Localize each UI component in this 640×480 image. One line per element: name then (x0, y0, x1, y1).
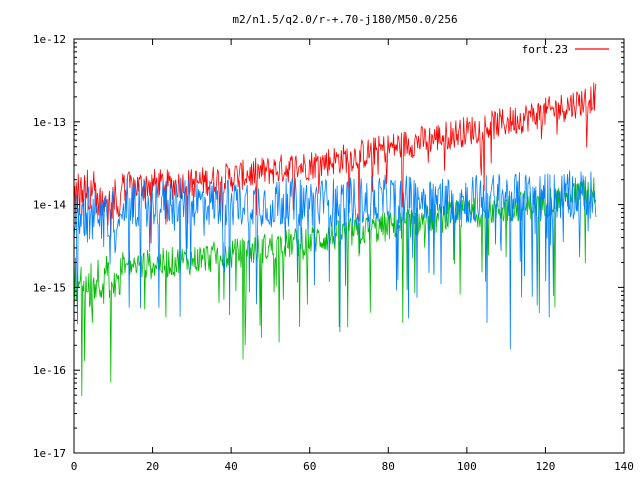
legend-label-fort23: fort.23 (522, 43, 568, 56)
y-tick-label: 1e-16 (33, 364, 66, 377)
series-line-series2 (73, 170, 597, 350)
x-tick-label: 40 (225, 460, 238, 473)
x-tick-label: 120 (535, 460, 555, 473)
y-tick-label: 1e-15 (33, 281, 66, 294)
x-tick-label: 0 (71, 460, 78, 473)
y-tick-label: 1e-17 (33, 447, 66, 460)
chart-title: m2/n1.5/q2.0/r-+.70-j180/M50.0/256 (232, 13, 457, 26)
x-tick-label: 140 (614, 460, 634, 473)
plot-frame (73, 38, 625, 454)
y-tick-label: 1e-14 (33, 199, 66, 212)
y-tick-label: 1e-12 (33, 33, 66, 46)
x-tick-label: 60 (303, 460, 316, 473)
series-line-fort23 (73, 82, 597, 249)
series-layer (73, 82, 597, 397)
legend: fort.23 (522, 43, 609, 56)
y-tick-label: 1e-13 (33, 116, 66, 129)
x-tick-label: 20 (146, 460, 159, 473)
x-tick-label: 80 (382, 460, 395, 473)
ticks-layer: 0 20 40 60 80 100 120 140 1e-17 1e-16 1e-15 1e-14 1e… (33, 33, 634, 473)
x-tick-label: 100 (457, 460, 477, 473)
